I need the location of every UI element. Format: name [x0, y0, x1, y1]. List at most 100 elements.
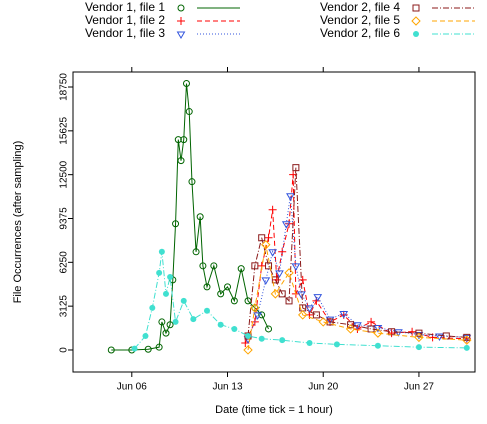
data-point [158, 318, 166, 326]
data-point [394, 329, 403, 337]
data-point [463, 333, 471, 341]
y-tick-label: 12500 [59, 160, 70, 188]
data-point [217, 290, 225, 298]
data-point [167, 274, 174, 281]
data-point [144, 345, 152, 353]
legend-marker [177, 17, 185, 25]
legend-marker [412, 4, 420, 12]
data-point [296, 291, 306, 299]
data-point [279, 337, 286, 344]
data-point [188, 178, 196, 186]
data-point [180, 136, 188, 144]
data-point [271, 276, 279, 284]
data-point [174, 136, 182, 144]
data-point [155, 343, 163, 351]
y-tick-label: 18750 [59, 73, 70, 101]
data-point [415, 344, 422, 351]
data-point [285, 297, 293, 305]
data-point [281, 221, 291, 229]
data-point [156, 269, 163, 276]
legend-marker [411, 16, 421, 26]
data-point [265, 325, 273, 333]
legend-label: Vendor 2, file 5 [320, 13, 400, 27]
data-point [172, 220, 180, 228]
y-tick-label: 15625 [59, 116, 70, 144]
data-point [415, 329, 423, 337]
y-tick-label: 3125 [59, 295, 70, 318]
data-point [306, 339, 313, 346]
data-point [298, 275, 307, 284]
data-point [373, 325, 383, 333]
data-point [414, 332, 424, 343]
x-tick-label: Jun 06 [117, 382, 147, 393]
data-point [265, 262, 273, 270]
data-point [312, 311, 320, 319]
data-point [245, 332, 252, 339]
data-point [268, 249, 278, 257]
data-point [210, 262, 218, 270]
data-point [190, 316, 197, 323]
data-point [374, 342, 381, 349]
legend-label: Vendor 2, file 4 [320, 0, 400, 14]
series-line [247, 167, 467, 338]
data-point [162, 290, 169, 297]
series-line [111, 83, 269, 351]
data-point [373, 328, 383, 338]
data-point [131, 345, 138, 352]
data-point [196, 213, 204, 221]
data-point [270, 289, 281, 299]
data-point [462, 335, 472, 345]
data-point [347, 321, 355, 329]
data-point [268, 205, 277, 214]
x-tick-label: Jun 20 [308, 382, 338, 393]
data-point [251, 304, 259, 312]
data-point [313, 294, 323, 302]
data-point [142, 332, 149, 339]
data-point [333, 341, 340, 348]
x-tick-label: Jun 27 [404, 382, 434, 393]
data-point [292, 164, 300, 172]
plot-frame [72, 71, 476, 373]
data-point [182, 80, 190, 88]
data-point [237, 265, 245, 273]
x-axis-label: Date (time tick = 1 hour) [215, 404, 333, 416]
data-point [204, 307, 210, 314]
data-point [253, 312, 262, 320]
data-point [166, 321, 174, 329]
data-point [284, 268, 294, 278]
data-point [158, 248, 165, 255]
data-point [217, 321, 224, 328]
data-point [345, 324, 356, 334]
data-point [224, 283, 232, 291]
series-line [247, 195, 467, 339]
data-point [388, 328, 396, 336]
data-point [107, 346, 115, 354]
data-point [230, 297, 238, 305]
data-point [231, 325, 238, 332]
data-point [298, 310, 308, 320]
data-point [203, 283, 211, 291]
data-point [367, 317, 376, 326]
data-point [258, 335, 265, 342]
data-point [463, 344, 470, 351]
data-point [278, 247, 287, 256]
y-axis-label: File Occurrences (after sampling) [12, 141, 24, 304]
data-point [291, 263, 301, 271]
legend-marker [413, 31, 419, 37]
data-point [258, 234, 266, 242]
y-tick-label: 9375 [59, 207, 70, 230]
data-point [264, 233, 273, 242]
data-point [408, 327, 417, 336]
x-tick-label: Jun 13 [212, 382, 242, 393]
data-point [251, 262, 259, 270]
data-point [192, 248, 200, 256]
data-point [318, 317, 328, 327]
series-line [247, 244, 467, 351]
y-tick-label: 0 [59, 347, 70, 353]
data-point [243, 345, 253, 355]
data-point [250, 303, 260, 313]
data-point [339, 311, 349, 319]
data-point [286, 193, 295, 201]
legend-label: Vendor 1, file 2 [85, 13, 165, 27]
